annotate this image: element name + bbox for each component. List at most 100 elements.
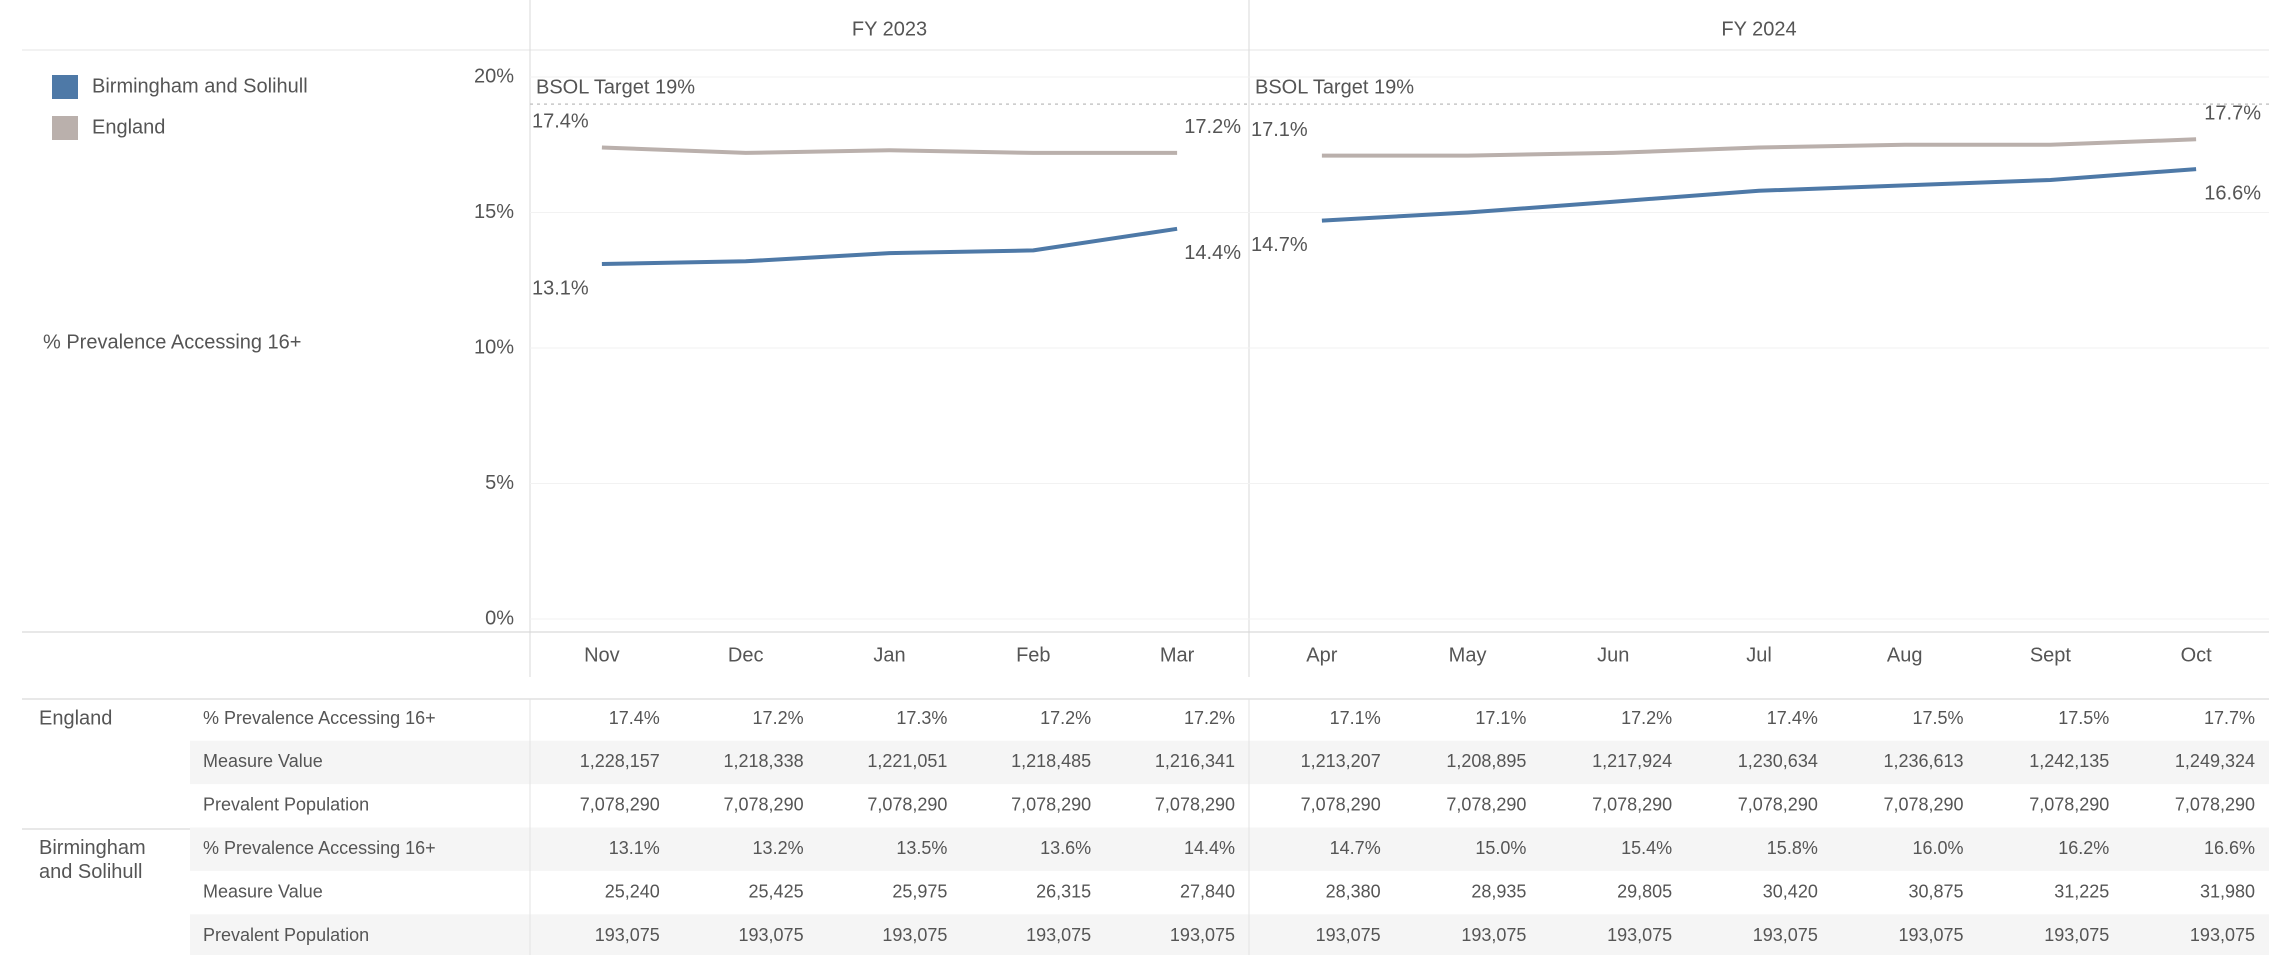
x-tick-label: Sept — [2030, 644, 2072, 666]
table-cell: 193,075 — [1026, 925, 1091, 945]
table-row-label: Prevalent Population — [203, 795, 369, 815]
table-cell: 1,218,485 — [1011, 751, 1091, 771]
table-cell: 1,208,895 — [1446, 751, 1526, 771]
table-cell: 1,218,338 — [724, 751, 804, 771]
table-cell: 14.7% — [1330, 838, 1381, 858]
table-cell: 31,980 — [2200, 881, 2255, 901]
legend-swatch — [52, 75, 78, 99]
x-tick-label: Dec — [728, 644, 764, 666]
table-cell: 17.7% — [2204, 708, 2255, 728]
data-label: 13.1% — [532, 277, 589, 299]
table-cell: 16.0% — [1913, 838, 1964, 858]
table-cell: 30,875 — [1909, 881, 1964, 901]
table-cell: 193,075 — [882, 925, 947, 945]
table-cell: 13.1% — [609, 838, 660, 858]
x-tick-label: Jan — [873, 644, 905, 666]
table-cell: 17.1% — [1330, 708, 1381, 728]
table-cell: 13.5% — [896, 838, 947, 858]
reference-label: BSOL Target 19% — [1255, 76, 1414, 98]
table-cell: 193,075 — [1461, 925, 1526, 945]
y-axis-label: % Prevalence Accessing 16+ — [43, 331, 302, 353]
x-tick-label: Aug — [1887, 644, 1923, 666]
legend-label: Birmingham and Solihull — [92, 75, 308, 97]
table-cell: 7,078,290 — [580, 795, 660, 815]
y-tick-label: 0% — [485, 607, 514, 629]
x-tick-label: Apr — [1306, 644, 1337, 666]
table-group-label: Birmingham and Solihull — [39, 837, 146, 883]
table-cell: 13.2% — [753, 838, 804, 858]
table-cell: 31,225 — [2054, 881, 2109, 901]
table-cell: 30,420 — [1763, 881, 1818, 901]
reference-label: BSOL Target 19% — [536, 76, 695, 98]
table-cell: 17.3% — [896, 708, 947, 728]
table-cell: 193,075 — [1898, 925, 1963, 945]
table-cell: 7,078,290 — [1446, 795, 1526, 815]
table-group-label: England — [39, 707, 112, 729]
x-tick-label: Jul — [1746, 644, 1772, 666]
data-label: 17.4% — [532, 111, 589, 133]
table-cell: 7,078,290 — [2175, 795, 2255, 815]
y-tick-label: 5% — [485, 472, 514, 494]
table-cell: 1,242,135 — [2029, 751, 2109, 771]
data-label: 17.1% — [1251, 119, 1308, 141]
table-cell: 1,236,613 — [1883, 751, 1963, 771]
table-cell: 1,230,634 — [1738, 751, 1818, 771]
x-tick-label: Oct — [2181, 644, 2213, 666]
table-cell: 193,075 — [1753, 925, 1818, 945]
y-tick-label: 10% — [474, 336, 514, 358]
table-cell: 7,078,290 — [867, 795, 947, 815]
table-cell: 17.2% — [753, 708, 804, 728]
table-cell: 7,078,290 — [2029, 795, 2109, 815]
data-label: 17.7% — [2204, 103, 2261, 125]
data-label: 14.7% — [1251, 234, 1308, 256]
table-row-label: % Prevalence Accessing 16+ — [203, 838, 436, 858]
table-cell: 15.0% — [1475, 838, 1526, 858]
table-cell: 17.2% — [1184, 708, 1235, 728]
legend-swatch — [52, 116, 78, 140]
table-cell: 28,380 — [1326, 881, 1381, 901]
table-cell: 15.4% — [1621, 838, 1672, 858]
table-row-label: Measure Value — [203, 751, 323, 771]
table-cell: 16.2% — [2058, 838, 2109, 858]
row-band — [190, 827, 2269, 871]
table-cell: 25,425 — [749, 881, 804, 901]
table-cell: 25,975 — [892, 881, 947, 901]
table-cell: 1,228,157 — [580, 751, 660, 771]
table-row-label: Measure Value — [203, 881, 323, 901]
table-cell: 17.4% — [1767, 708, 1818, 728]
table-cell: 17.1% — [1475, 708, 1526, 728]
table-cell: 17.2% — [1621, 708, 1672, 728]
table-cell: 1,217,924 — [1592, 751, 1672, 771]
table-cell: 193,075 — [595, 925, 660, 945]
table-cell: 15.8% — [1767, 838, 1818, 858]
row-band — [190, 740, 2269, 785]
x-tick-label: Nov — [584, 644, 620, 666]
x-tick-label: Mar — [1160, 644, 1195, 666]
table-cell: 193,075 — [1316, 925, 1381, 945]
table-cell: 7,078,290 — [1011, 795, 1091, 815]
x-tick-label: Feb — [1016, 644, 1050, 666]
table-cell: 7,078,290 — [1738, 795, 1818, 815]
table-cell: 1,216,341 — [1155, 751, 1235, 771]
series-line — [1321, 137, 2197, 158]
table-row-label: Prevalent Population — [203, 925, 369, 945]
table-cell: 17.4% — [609, 708, 660, 728]
table-cell: 27,840 — [1180, 881, 1235, 901]
table-cell: 7,078,290 — [1155, 795, 1235, 815]
data-label: 17.2% — [1184, 116, 1241, 138]
table-cell: 26,315 — [1036, 881, 1091, 901]
series-line — [1321, 167, 2197, 223]
table-cell: 17.5% — [2058, 708, 2109, 728]
table-cell: 7,078,290 — [1883, 795, 1963, 815]
y-tick-label: 15% — [474, 201, 514, 223]
table-cell: 193,075 — [739, 925, 804, 945]
table-cell: 16.6% — [2204, 838, 2255, 858]
table-cell: 1,213,207 — [1301, 751, 1381, 771]
table-cell: 7,078,290 — [724, 795, 804, 815]
legend-label: England — [92, 116, 165, 138]
series-line — [601, 145, 1178, 155]
table-cell: 7,078,290 — [1592, 795, 1672, 815]
table-row-label: % Prevalence Accessing 16+ — [203, 708, 436, 728]
